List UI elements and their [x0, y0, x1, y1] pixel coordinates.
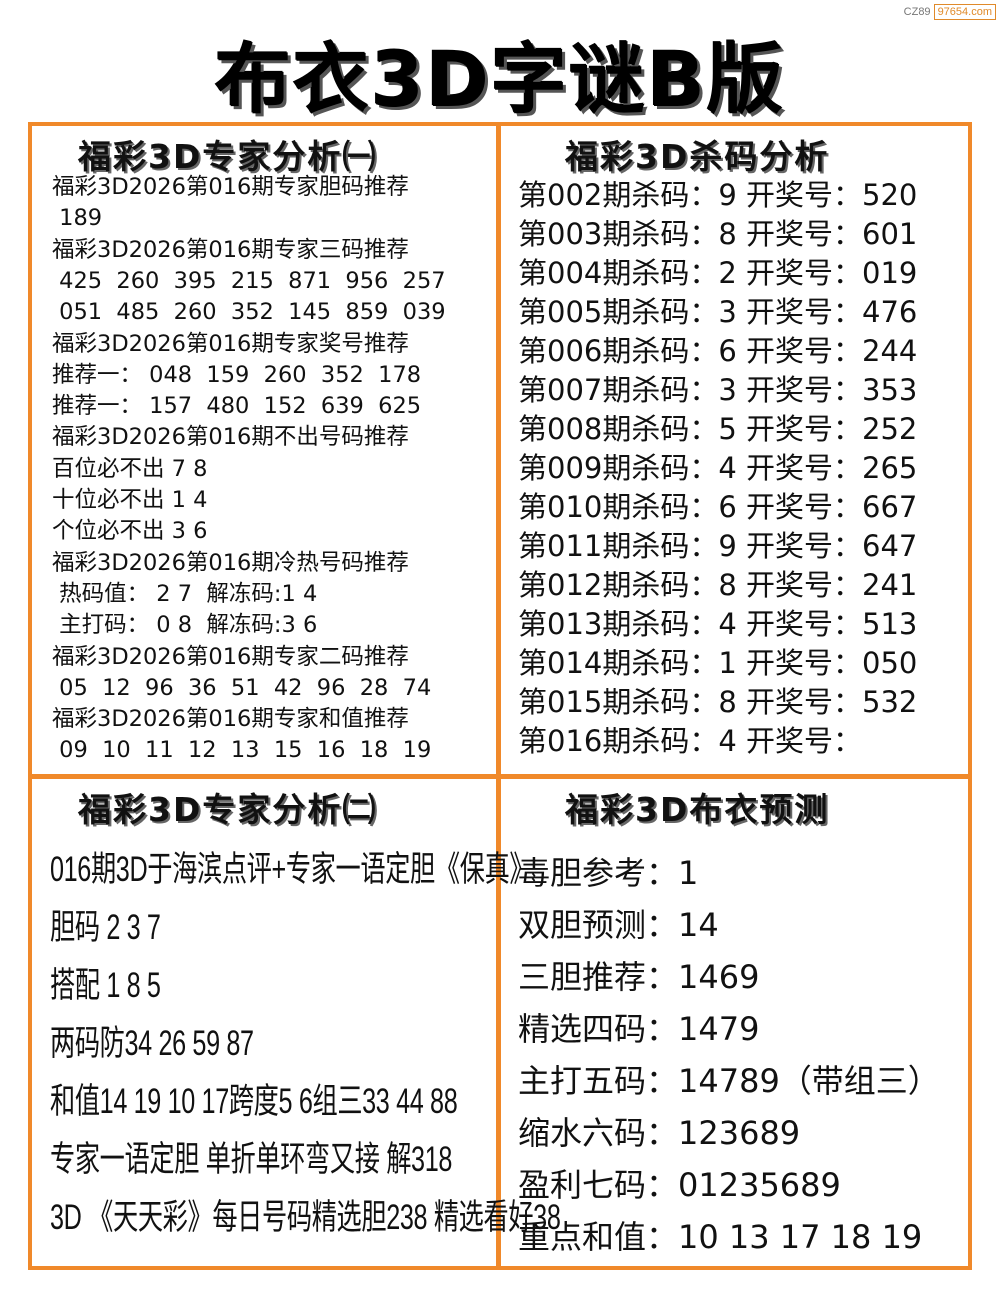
- kill-code-line: 第011期杀码：9 开奖号：647: [518, 529, 918, 563]
- kill-code-line: 第014期杀码：1 开奖号：050: [518, 646, 918, 680]
- forecast-line: 三胆推荐：1469: [518, 958, 760, 996]
- kill-code-line: 第005期杀码：3 开奖号：476: [518, 295, 918, 329]
- expert-analysis-1-line: 189: [52, 205, 103, 232]
- panel-header-buyi-forecast: 福彩3D布衣预测: [565, 790, 830, 829]
- expert-analysis-1-line: 推荐一： 048 159 260 352 178: [52, 361, 422, 388]
- kill-code-line: 第002期杀码：9 开奖号：520: [518, 178, 918, 212]
- kill-code-line: 第013期杀码：4 开奖号：513: [518, 607, 918, 641]
- panel-header-expert-analysis-2: 福彩3D专家分析㈡: [78, 790, 378, 829]
- expert-analysis-1-line: 百位必不出 7 8: [52, 455, 208, 482]
- expert-analysis-1-line: 福彩3D2026第016期专家奖号推荐: [52, 330, 409, 357]
- expert-analysis-1-line: 主打码： 0 8 解冻码:3 6: [52, 612, 318, 639]
- expert-analysis-2-line: 专家一语定胆 单折单环弯又接 解318: [50, 1140, 453, 1179]
- expert-analysis-1-line: 福彩3D2026第016期不出号码推荐: [52, 424, 409, 451]
- expert-analysis-2-line: 3D 《天天彩》每日号码精选胆238 精选看好38: [50, 1198, 561, 1237]
- expert-analysis-2-line: 两码防34 26 59 87: [50, 1024, 254, 1063]
- panel-header-expert-analysis-1: 福彩3D专家分析㈠: [78, 137, 378, 176]
- panel-header-kill-code-analysis: 福彩3D杀码分析: [565, 137, 830, 176]
- watermark: CZ89 97654.com: [904, 4, 996, 20]
- expert-analysis-1-line: 福彩3D2026第016期冷热号码推荐: [52, 549, 409, 576]
- expert-analysis-1-line: 福彩3D2026第016期专家胆码推荐: [52, 174, 409, 200]
- kill-code-line: 第008期杀码：5 开奖号：252: [518, 412, 918, 446]
- expert-analysis-1-line: 个位必不出 3 6: [52, 518, 208, 545]
- horizontal-divider: [28, 774, 972, 779]
- expert-analysis-1-line: 热码值： 2 7 解冻码:1 4: [52, 580, 318, 607]
- forecast-line: 盈利七码：01235689: [518, 1166, 841, 1204]
- page-title: 布衣3D字谜B版: [215, 35, 785, 124]
- expert-analysis-1-line: 09 10 11 12 13 15 16 18 19: [52, 737, 432, 764]
- kill-code-line: 第006期杀码：6 开奖号：244: [518, 334, 918, 368]
- watermark-site[interactable]: 97654.com: [933, 4, 996, 20]
- expert-analysis-1-line: 05 12 96 36 51 42 96 28 74: [52, 674, 432, 701]
- expert-analysis-1-line: 福彩3D2026第016期专家二码推荐: [52, 643, 409, 670]
- forecast-line: 主打五码：14789（带组三）: [518, 1062, 940, 1100]
- forecast-line: 毒胆参考：1: [518, 854, 699, 892]
- expert-analysis-2-line: 016期3D于海滨点评+专家一语定胆《保真》: [50, 850, 535, 889]
- expert-analysis-1-line: 推荐一： 157 480 152 639 625: [52, 393, 422, 420]
- forecast-line: 精选四码：1479: [518, 1010, 760, 1048]
- expert-analysis-1-line: 051 485 260 352 145 859 039: [52, 299, 446, 326]
- expert-analysis-1-line: 425 260 395 215 871 956 257: [52, 267, 446, 294]
- kill-code-line: 第010期杀码：6 开奖号：667: [518, 490, 918, 524]
- kill-code-line: 第007期杀码：3 开奖号：353: [518, 373, 918, 407]
- kill-code-line: 第003期杀码：8 开奖号：601: [518, 217, 918, 251]
- forecast-line: 双胆预测：14: [518, 906, 719, 944]
- expert-analysis-1-line: 福彩3D2026第016期专家和值推荐: [52, 706, 409, 733]
- expert-analysis-2-line: 搭配 1 8 5: [50, 966, 161, 1005]
- kill-code-line: 第016期杀码：4 开奖号：: [518, 724, 863, 758]
- expert-analysis-2-line: 和值14 19 10 17跨度5 6组三33 44 88: [50, 1082, 458, 1121]
- kill-code-line: 第012期杀码：8 开奖号：241: [518, 568, 918, 602]
- forecast-line: 缩水六码：123689: [518, 1114, 801, 1152]
- watermark-prefix: CZ89: [903, 6, 931, 18]
- forecast-line: 重点和值：10 13 17 18 19: [518, 1218, 923, 1256]
- kill-code-line: 第015期杀码：8 开奖号：532: [518, 685, 918, 719]
- expert-analysis-2-line: 胆码 2 3 7: [50, 908, 161, 947]
- kill-code-line: 第004期杀码：2 开奖号：019: [518, 256, 918, 290]
- kill-code-line: 第009期杀码：4 开奖号：265: [518, 451, 918, 485]
- expert-analysis-1-line: 十位必不出 1 4: [52, 487, 208, 513]
- expert-analysis-1-line: 福彩3D2026第016期专家三码推荐: [52, 236, 409, 263]
- vertical-divider: [496, 122, 501, 1270]
